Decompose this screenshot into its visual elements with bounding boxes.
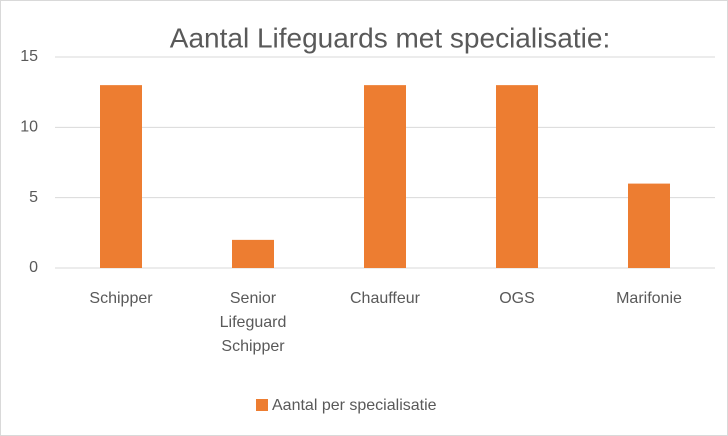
legend-swatch xyxy=(256,399,268,411)
x-tick-label: Marifonie xyxy=(616,290,682,307)
y-tick-label: 0 xyxy=(29,259,38,276)
y-tick-label: 15 xyxy=(20,48,38,65)
y-tick-label: 10 xyxy=(20,119,38,136)
x-tick-label: Chauffeur xyxy=(350,290,420,307)
chart-title: Aantal Lifeguards met specialisatie: xyxy=(170,22,610,53)
bar xyxy=(364,85,406,268)
y-tick-label: 5 xyxy=(29,189,38,206)
x-tick-label: Senior Lifeguard Schipper xyxy=(219,290,287,355)
bar xyxy=(628,183,670,268)
x-tick-label: OGS xyxy=(499,290,535,307)
bar xyxy=(232,239,274,268)
bar xyxy=(496,85,538,268)
legend-label: Aantal per specialisatie xyxy=(272,397,437,414)
bar xyxy=(100,85,142,268)
x-tick-label: Schipper xyxy=(89,290,153,307)
